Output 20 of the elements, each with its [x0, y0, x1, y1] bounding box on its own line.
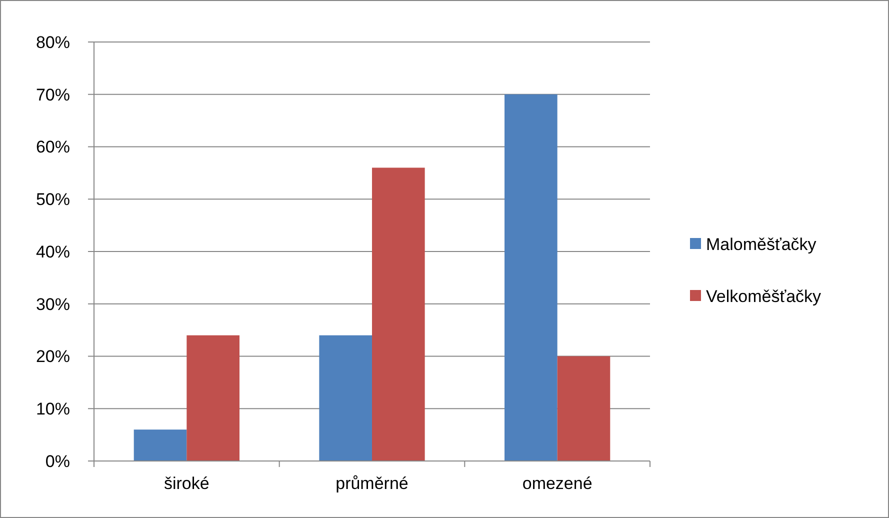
legend-label: Maloměšťačky [706, 234, 817, 254]
x-tick-label: široké [164, 474, 210, 493]
y-tick-label: 40% [36, 242, 70, 262]
x-tick-label: průměrné [336, 474, 408, 493]
y-tick-label: 20% [36, 347, 70, 366]
y-tick-label: 0% [45, 452, 70, 471]
y-tick-label: 10% [36, 400, 70, 419]
bar [134, 430, 187, 461]
x-tick-label: omezené [522, 474, 592, 493]
y-tick-label: 70% [36, 85, 70, 104]
y-tick-label: 50% [36, 190, 70, 210]
bar [186, 335, 240, 461]
y-tick-label: 60% [36, 138, 70, 157]
bar [557, 356, 610, 461]
bar [372, 168, 425, 461]
y-tick-label: 30% [36, 294, 70, 314]
y-tick-label: 80% [36, 32, 70, 52]
bar [504, 94, 558, 461]
bar [319, 335, 372, 461]
legend-label: Velkoměšťačky [706, 286, 822, 306]
